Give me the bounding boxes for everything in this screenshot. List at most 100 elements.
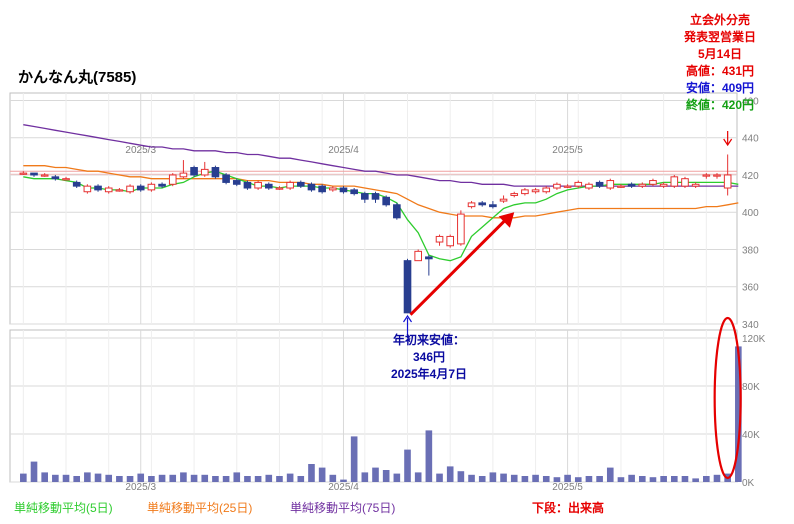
- volume-bar: [414, 472, 422, 482]
- offering-annotation-low: 安値：409円: [685, 81, 755, 95]
- offering-annotation-line1: 立会外分売: [689, 13, 750, 27]
- volume-bar: [318, 467, 326, 482]
- chart-title: かんなん丸(7585): [18, 69, 137, 86]
- x-tick-label: 2025/3: [125, 482, 156, 493]
- x-tick-label: 2025/3: [125, 145, 156, 156]
- ma25-line: [23, 165, 739, 219]
- candle-body: [382, 196, 390, 206]
- offering-annotation-line2: 発表翌営業日: [683, 30, 756, 44]
- volume-tick-label: 120K: [742, 334, 766, 345]
- candle-body: [649, 180, 657, 185]
- year-low-annotation-date: 2025年4月7日: [390, 367, 468, 381]
- candle-body: [446, 235, 455, 247]
- offering-annotation-close: 終値：420円: [685, 98, 755, 112]
- volume-bar: [265, 474, 273, 482]
- candle-body: [136, 185, 145, 191]
- candle-body: [329, 187, 337, 191]
- volume-bar: [201, 474, 209, 482]
- candle-body: [403, 260, 412, 314]
- volume-bar: [340, 479, 347, 482]
- volume-bar: [350, 436, 358, 482]
- candle-body: [531, 189, 540, 193]
- candle-body: [425, 256, 433, 260]
- candle-body: [702, 174, 711, 177]
- year-low-annotation-label: 年初来安値：: [392, 333, 465, 347]
- volume-bar: [84, 472, 91, 482]
- volume-bar: [105, 474, 113, 482]
- candle-body: [478, 202, 487, 206]
- volume-bar: [286, 473, 294, 482]
- volume-bar: [212, 476, 219, 482]
- candle-body: [30, 172, 38, 176]
- volume-bar: [244, 476, 251, 482]
- volume-bar: [510, 474, 518, 482]
- volume-bar: [681, 476, 689, 482]
- candle-body: [713, 174, 721, 177]
- candle-body: [126, 185, 134, 193]
- rebound-arrow: [409, 216, 510, 316]
- candle-body: [627, 183, 636, 187]
- price-tick-label: 360: [742, 283, 759, 294]
- volume-bar: [62, 474, 70, 482]
- volume-panel-frame: [9, 329, 738, 483]
- candle-body: [361, 193, 369, 200]
- volume-bar: [361, 472, 369, 482]
- volume-bar: [382, 470, 390, 482]
- volume-bar: [628, 474, 635, 482]
- volume-bar: [532, 474, 539, 482]
- volume-bar: [468, 474, 475, 482]
- volume-bar: [41, 472, 48, 482]
- candle-body: [435, 235, 444, 243]
- candle-body: [723, 174, 732, 189]
- candle-body: [243, 181, 252, 189]
- volume-bar: [500, 473, 507, 482]
- volume-bar: [489, 472, 497, 482]
- offering-annotation: 立会外分売 発表翌営業日 5月14日 高値：431円 安値：409円 終値：42…: [650, 12, 790, 114]
- volume-bar: [564, 474, 571, 482]
- volume-bar: [692, 478, 699, 482]
- volume-bar: [180, 472, 187, 482]
- volume-bar: [425, 430, 433, 482]
- year-low-annotation: 年初来安値： 346円 2025年4月7日: [374, 332, 484, 383]
- year-low-annotation-price: 346円: [412, 350, 446, 364]
- volume-bar: [404, 449, 411, 482]
- candle-body: [104, 187, 113, 193]
- candle-body: [670, 176, 679, 187]
- candle-body: [307, 183, 316, 191]
- volume-bar: [478, 476, 486, 482]
- volume-bar: [542, 476, 550, 482]
- candle-body: [168, 174, 177, 185]
- volume-bar: [276, 476, 283, 482]
- volume-bar: [116, 476, 123, 482]
- price-tick-label: 460: [742, 96, 759, 107]
- volume-bar: [596, 476, 603, 482]
- candle-body: [200, 168, 209, 176]
- candle-body: [393, 204, 401, 219]
- candle-body: [254, 181, 262, 189]
- volume-bar: [638, 476, 646, 482]
- candle-body: [371, 193, 380, 200]
- volume-spike-highlight: [713, 316, 742, 480]
- candle-body: [62, 178, 70, 181]
- volume-bar: [222, 476, 230, 482]
- candle-body: [553, 183, 561, 189]
- volume-bar: [73, 476, 81, 482]
- candle-body: [40, 174, 49, 177]
- candle-body: [617, 185, 625, 188]
- price-tick-label: 440: [742, 134, 759, 145]
- volume-bar: [158, 474, 166, 482]
- candle-body: [94, 185, 102, 191]
- volume-tick-label: 80K: [742, 382, 760, 393]
- candle-body: [211, 167, 220, 178]
- volume-bar: [254, 476, 262, 482]
- candle-body: [542, 187, 551, 193]
- volume-bar: [169, 474, 177, 482]
- volume-bar: [30, 461, 38, 482]
- candle-body: [489, 204, 497, 208]
- volume-bar: [649, 477, 657, 482]
- candle-body: [574, 181, 583, 187]
- candle-body: [585, 183, 593, 189]
- rebound-arrow-head: [498, 212, 515, 228]
- volume-bar: [585, 476, 593, 482]
